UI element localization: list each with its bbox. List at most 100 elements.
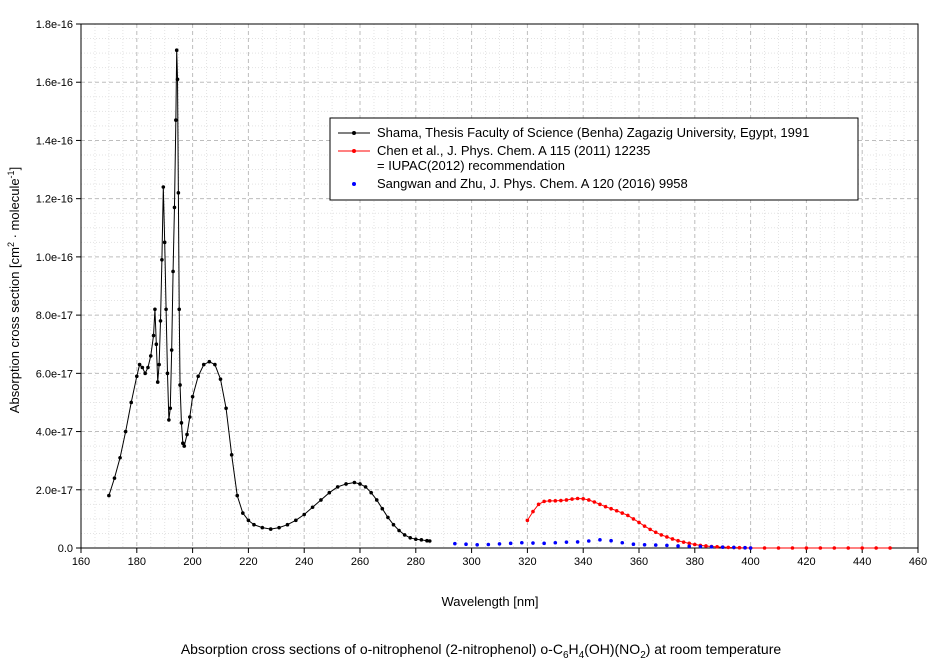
x-tick-label: 300 [462,556,480,568]
data-point [715,545,719,549]
data-point [475,543,479,547]
data-point [575,540,580,544]
data-point [294,518,298,523]
data-point [620,540,625,545]
data-point [888,546,892,550]
x-tick-label: 200 [183,556,201,568]
data-point [148,354,153,358]
data-point [497,542,502,546]
figure-caption: Absorption cross sections of o-nitrophen… [181,641,782,661]
x-tick-label: 160 [72,556,90,568]
data-point [508,541,513,546]
data-point [386,515,390,520]
data-point [846,546,851,550]
data-point [464,542,468,547]
y-tick-label: 1.8e-16 [36,19,73,31]
data-point [419,538,424,542]
data-point [698,544,703,549]
y-tick-label: 1.0e-16 [36,252,73,264]
data-point [171,269,175,274]
data-point [352,480,357,485]
data-point [391,522,396,527]
data-point [687,541,692,546]
data-point [157,362,161,367]
data-point [531,509,535,514]
y-tick-label: 1.6e-16 [36,77,73,89]
data-point [374,498,379,502]
data-point [190,394,195,399]
data-point [168,406,173,411]
data-point [137,362,142,367]
data-point [182,444,187,448]
data-point [177,307,182,312]
data-point [146,365,150,370]
x-tick-label: 400 [741,556,759,568]
data-point [165,371,170,376]
chart-grid [80,23,919,549]
y-tick-label: 0.0 [58,543,73,555]
data-point [201,362,206,367]
data-point [776,546,781,550]
data-point [520,540,524,545]
legend-label-chen: Chen et al., J. Phys. Chem. A 115 (2011)… [377,143,650,158]
data-point [531,541,535,545]
data-point [218,377,223,381]
data-point [653,530,658,535]
data-point [310,505,315,510]
data-point [158,319,163,323]
data-point [319,498,323,502]
x-tick-label: 420 [797,556,815,568]
data-point [224,406,228,411]
data-point [609,538,613,543]
x-tick-label: 360 [630,556,648,568]
data-point [207,359,212,364]
data-point [344,482,348,486]
data-point [874,546,878,550]
data-point [246,518,251,523]
data-point [642,543,647,547]
data-point [581,497,585,501]
data-point [564,540,569,544]
data-point [732,545,736,550]
series-layer [107,48,892,550]
data-point [174,118,178,122]
data-point [653,543,658,547]
data-point [160,258,164,262]
data-point [592,500,597,504]
legend: Shama, Thesis Faculty of Science (Benha)… [329,117,859,201]
plot-frame [80,23,919,549]
data-point [453,541,457,546]
data-point [241,511,245,515]
y-axis-title: Absorption cross section [cm2 · molecule… [6,167,22,413]
y-tick-label: 2.0e-17 [36,485,73,497]
data-point [268,527,273,531]
data-point [178,383,182,387]
data-point [737,545,742,550]
data-point [559,498,563,503]
x-tick-label: 240 [295,556,313,568]
legend-box [329,117,859,201]
data-point [414,537,418,542]
data-point [570,497,574,501]
data-point [161,185,166,189]
data-point [302,512,307,517]
data-point [174,48,179,52]
x-tick-label: 320 [518,556,536,568]
data-point [140,365,145,370]
data-point [609,506,613,511]
data-point [804,546,809,550]
data-point [553,499,558,503]
y-tick-label: 8.0e-17 [36,310,73,322]
legend-label-shama: Shama, Thesis Faculty of Science (Benha)… [377,125,809,140]
x-tick-label: 460 [909,556,927,568]
data-point [167,418,171,422]
data-point [586,539,591,543]
data-point [659,533,664,537]
data-point [229,453,234,457]
data-point [665,543,669,548]
data-point [235,493,240,498]
data-point [665,535,669,539]
data-point [112,476,117,480]
data-point [670,537,675,541]
